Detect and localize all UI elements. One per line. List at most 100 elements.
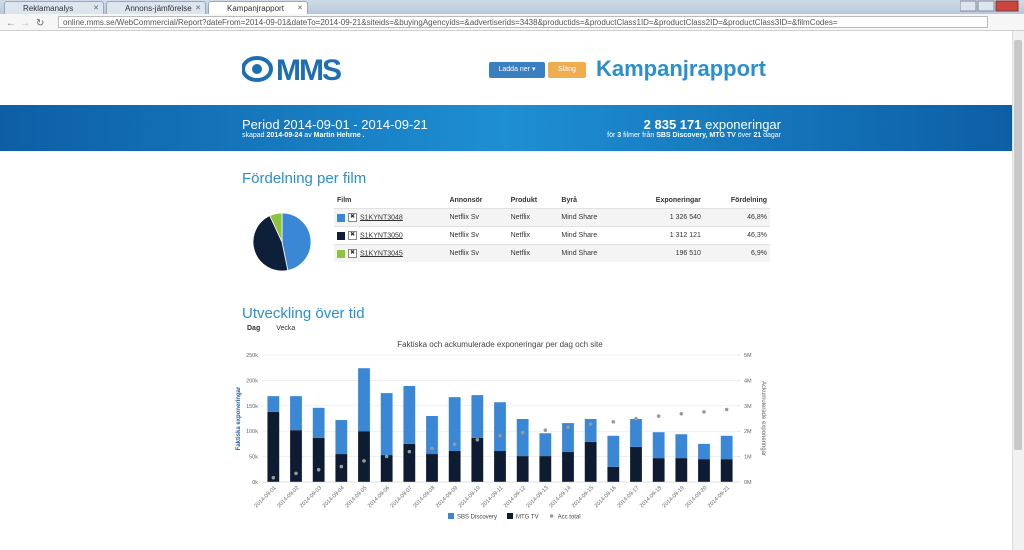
pie-chart (252, 212, 312, 272)
bar-segment (675, 434, 688, 459)
url[interactable]: online.mms.se/WebCommercial/Report?dateF… (58, 16, 988, 28)
legend-label: SBS Discovery (457, 515, 497, 521)
bar-segment (471, 437, 484, 482)
text: skapad (242, 132, 265, 139)
bar-segment (584, 441, 597, 482)
table-row: ✖ S1KYNT3050 Netflix Sv Netflix Mind Share 1 … (334, 226, 770, 245)
bar-segment (267, 396, 280, 412)
color-swatch (337, 213, 345, 222)
acc-point (475, 437, 480, 442)
discard-button[interactable]: Släng (548, 62, 586, 78)
chart-title: Faktiska och ackumulerade exponeringar p… (397, 340, 603, 349)
column-header: Fördelning (730, 196, 767, 204)
bar-segment (403, 385, 416, 444)
nav-buttons: ← → ↻ (6, 18, 44, 29)
acc-point (294, 471, 298, 476)
acc-point (702, 410, 706, 414)
y2-tick-label: 0M (744, 480, 752, 486)
acc-point (611, 420, 616, 424)
svg-text:→: → (20, 18, 30, 29)
remove-icon[interactable]: ✖ (348, 249, 357, 258)
tab-label: Annons-jämförelse (125, 4, 192, 13)
bar-segment (675, 458, 688, 482)
acc-point (339, 464, 344, 469)
film-link[interactable]: S1KYNT3048 (360, 214, 403, 222)
table-cell: 46,8% (703, 208, 770, 227)
x-tick-label: 2014-09-16 (594, 485, 618, 509)
table-cell: Netflix Sv (446, 244, 508, 262)
author: Martin Hehrne (313, 132, 361, 139)
pie-slice (252, 215, 289, 272)
x-tick-label: 2014-09-12 (503, 485, 527, 509)
x-tick-label: 2014-09-13 (526, 485, 550, 509)
x-tick-label: 2014-09-19 (662, 485, 686, 509)
legend-marker (549, 514, 554, 518)
bar-segment (652, 458, 665, 482)
table-row: ✖ S1KYNT3048 Netflix Sv Netflix Mind Share 1 … (334, 208, 770, 227)
acc-point (362, 459, 366, 463)
download-button[interactable]: Ladda ner ▾ (489, 62, 545, 78)
y-tick-label: 0k (252, 480, 258, 486)
x-tick-label: 2014-09-06 (367, 485, 391, 509)
sites: SBS Discovery, MTG TV (656, 132, 736, 139)
column-header: Produkt (510, 196, 538, 204)
tab-label: Reklamanalys (23, 4, 74, 13)
x-tick-label: 2014-09-14 (548, 485, 572, 509)
logo: MMS (241, 54, 352, 89)
pie-slice (281, 212, 312, 271)
tab[interactable]: Reklamanalys ✕ (4, 1, 104, 14)
bar-segment (290, 396, 302, 431)
text: . (362, 132, 365, 139)
bar-segment (403, 443, 416, 482)
y-tick-label: 250k (246, 353, 258, 359)
section-title: Fördelning per film (242, 170, 367, 187)
bar-segment (494, 451, 506, 482)
table-cell: 1 312 121 (623, 226, 704, 245)
scroll-thumb[interactable] (1014, 40, 1022, 450)
films: för 3 filmer från SBS Discovery, MTG TV … (607, 132, 781, 139)
bar-segment (380, 393, 393, 456)
table-cell: 196 510 (623, 244, 704, 262)
tab[interactable]: Vecka (276, 325, 296, 332)
x-tick-label: 2014-09-04 (322, 485, 346, 509)
table-cell: ✖ S1KYNT3045 (334, 244, 447, 262)
bar-chart: Faktiska och ackumulerade exponeringar p… (236, 340, 766, 521)
bar-segment (698, 459, 710, 482)
y2-tick-label: 5M (744, 353, 752, 359)
bar-segment (267, 411, 280, 482)
tab[interactable]: Annons-jämförelse ✕ (106, 1, 206, 14)
bar-segment (426, 415, 438, 455)
x-tick-label: 2014-09-01 (254, 485, 278, 509)
bar-segment (516, 419, 529, 457)
table-cell: Netflix (507, 244, 559, 262)
logo-text: MMS (276, 54, 341, 84)
count: 3 (617, 132, 622, 139)
film-link[interactable]: S1KYNT3050 (360, 232, 403, 240)
film-link[interactable]: S1KYNT3045 (360, 250, 403, 258)
x-tick-label: 2014-09-20 (684, 485, 708, 509)
view-tabs: Dag Vecka (247, 325, 311, 332)
text: dagar (763, 132, 781, 139)
remove-icon[interactable]: ✖ (348, 213, 357, 222)
acc-point (452, 442, 457, 446)
x-tick-label: 2014-09-07 (390, 485, 414, 509)
x-tick-label: 2014-09-05 (344, 485, 368, 509)
logo-graphic: MMS (241, 54, 343, 87)
bar-segment (652, 432, 665, 459)
text: filmer från (623, 132, 655, 139)
created: skapad 2014-09-24 av Martin Hehrne . (242, 132, 365, 139)
bar-segment (607, 466, 620, 482)
x-tick-label: 2014-09-09 (435, 485, 459, 509)
table-cell: ✖ S1KYNT3050 (334, 226, 447, 245)
acc-point (520, 430, 525, 435)
legend-label: MTG TV (516, 515, 539, 521)
acc-point (679, 411, 684, 416)
tab[interactable]: Kampanjrapport ✕ (208, 1, 308, 14)
remove-icon[interactable]: ✖ (348, 231, 357, 240)
bar-segment (290, 430, 302, 482)
tab[interactable]: Dag (247, 325, 261, 332)
table-cell: Mind Share (558, 226, 624, 245)
acc-point (724, 407, 729, 412)
y-tick-label: 50k (249, 455, 258, 461)
